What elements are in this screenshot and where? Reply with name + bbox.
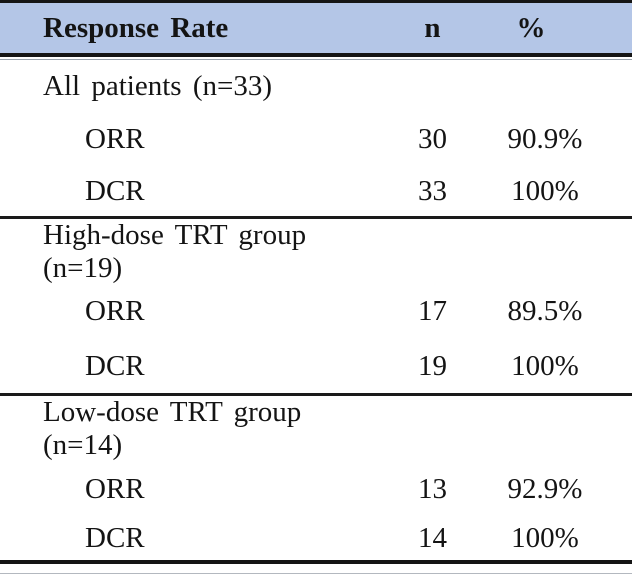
- row-n-value: 19: [418, 349, 447, 382]
- row-pct-value: 90.9%: [507, 122, 583, 155]
- row-n-value: 33: [418, 174, 447, 207]
- row-n-value: 13: [418, 472, 447, 505]
- bottom-margin: [0, 574, 632, 576]
- row-n-value: 17: [418, 294, 447, 327]
- row-n-value: 30: [418, 122, 447, 155]
- table-row-low-orr: ORR 13 92.9%: [0, 462, 632, 516]
- table-row-all-dcr: DCR 33 100%: [0, 166, 632, 216]
- row-label: ORR: [85, 294, 145, 327]
- header-percent-label: %: [516, 11, 546, 44]
- bottom-rule-gap: [0, 564, 632, 573]
- section-label: Low-dose TRT group (n=14): [43, 396, 302, 461]
- table-header-row: Response Rate n %: [0, 3, 632, 53]
- section-label: All patients (n=33): [43, 69, 273, 102]
- row-pct-value: 100%: [511, 521, 579, 554]
- table-row-all-orr: ORR 30 90.9%: [0, 112, 632, 166]
- header-bottom-rule: [0, 53, 632, 57]
- row-pct-value: 100%: [511, 349, 579, 382]
- row-label: ORR: [85, 472, 145, 505]
- section-all-patients: All patients (n=33): [0, 60, 632, 112]
- section-divider-rule: [0, 393, 632, 396]
- row-label: DCR: [85, 349, 145, 382]
- row-label: ORR: [85, 122, 145, 155]
- section-divider-rule: [0, 216, 632, 219]
- table-row-high-dcr: DCR 19 100%: [0, 339, 632, 393]
- row-pct-value: 89.5%: [507, 294, 583, 327]
- table-row-low-dcr: DCR 14 100%: [0, 516, 632, 560]
- header-n-label: n: [424, 11, 441, 44]
- table-top-rule: [0, 0, 632, 3]
- row-label: DCR: [85, 174, 145, 207]
- row-pct-value: 100%: [511, 174, 579, 207]
- section-low-dose: Low-dose TRT group (n=14): [0, 396, 632, 462]
- row-label: DCR: [85, 521, 145, 554]
- section-label: High-dose TRT group (n=19): [43, 219, 307, 284]
- table-bottom-rule: [0, 560, 632, 564]
- row-n-value: 14: [418, 521, 447, 554]
- table-row-high-orr: ORR 17 89.5%: [0, 283, 632, 339]
- header-rule-gap: [0, 57, 632, 59]
- header-bottom-thin-rule: [0, 59, 632, 60]
- section-high-dose: High-dose TRT group (n=19): [0, 219, 632, 284]
- row-pct-value: 92.9%: [507, 472, 583, 505]
- header-response-rate-label: Response Rate: [43, 11, 229, 44]
- table-bottom-thin-rule: [0, 573, 632, 574]
